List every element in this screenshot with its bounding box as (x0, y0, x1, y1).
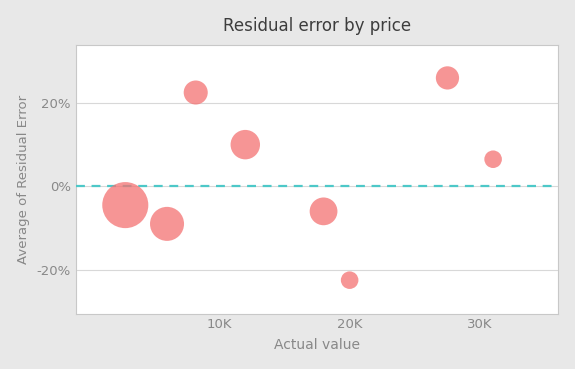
X-axis label: Actual value: Actual value (274, 338, 360, 352)
Point (443, 75, 452, 81)
Point (319, 208, 328, 214)
Y-axis label: Average of Residual Error: Average of Residual Error (17, 94, 30, 263)
Point (345, 277, 354, 283)
Point (191, 90, 200, 96)
Point (121, 202, 130, 208)
Title: Residual error by price: Residual error by price (223, 17, 411, 35)
Point (489, 156, 498, 162)
Point (241, 142, 250, 148)
Point (162, 221, 171, 227)
